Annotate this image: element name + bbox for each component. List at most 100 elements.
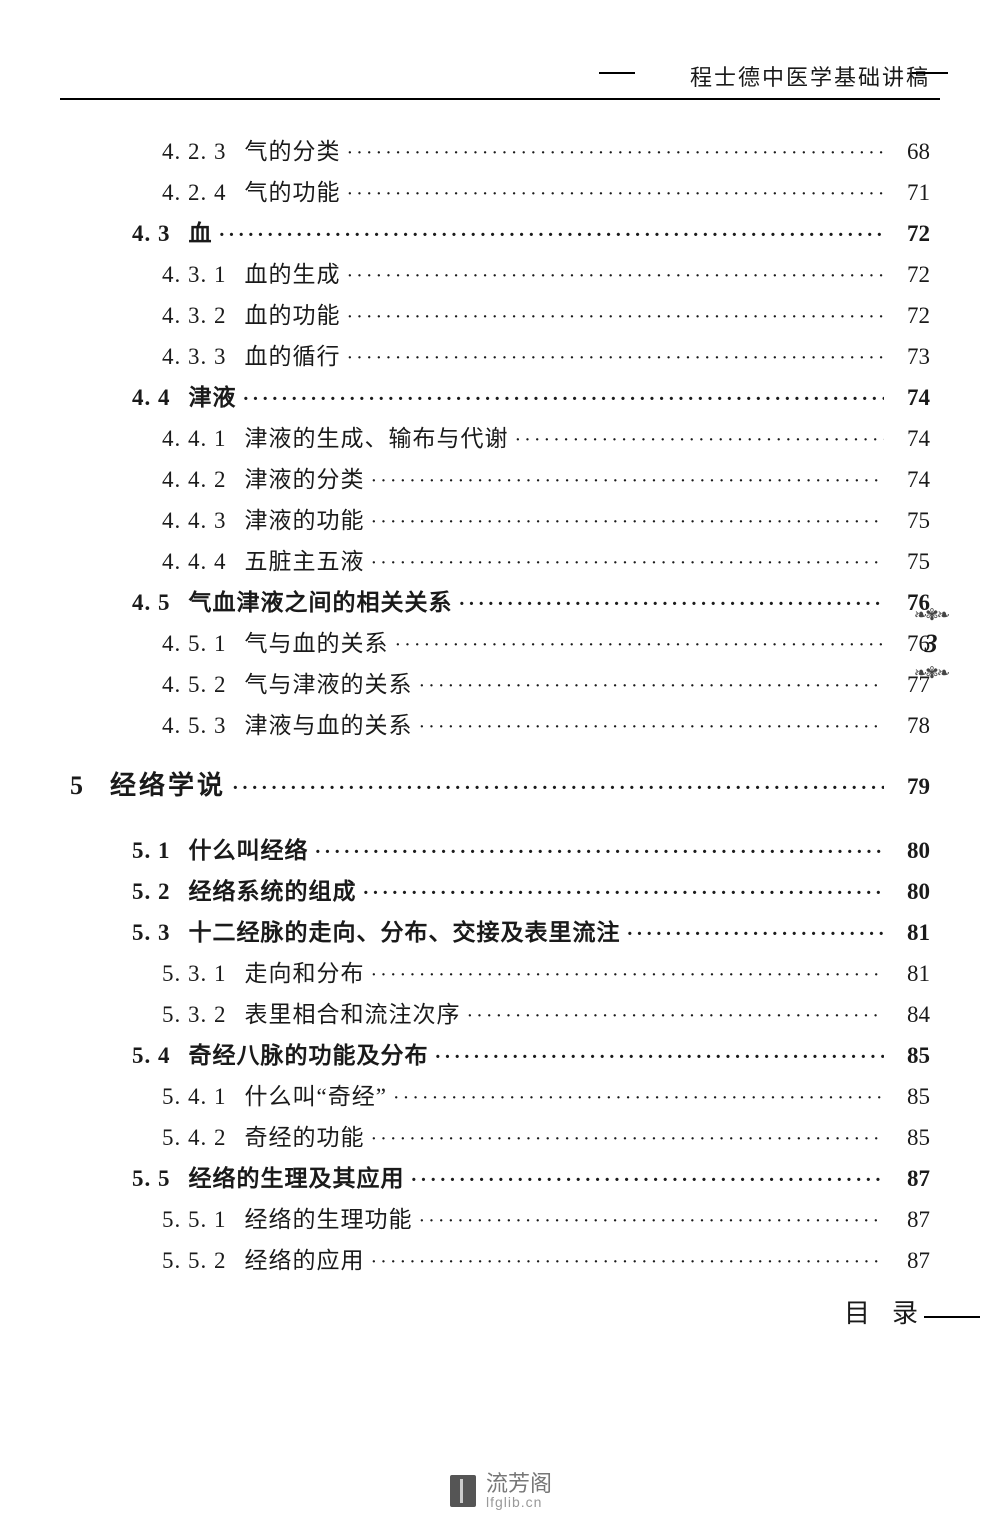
toc-page: 72 [890,304,930,327]
toc-leader [347,266,885,286]
toc-leader [232,778,884,798]
toc-number: 5. 5. 1 [162,1208,227,1231]
toc-page: 78 [890,714,930,737]
watermark-en: lfglib.cn [486,1495,552,1509]
toc-page: 80 [890,839,930,862]
toc-title: 走向和分布 [245,962,365,985]
toc-leader [243,389,885,409]
toc-leader [419,717,885,737]
toc-leader [371,1252,885,1272]
toc-title: 血的生成 [245,263,341,286]
toc-title: 津液的生成、输布与代谢 [245,427,509,450]
toc-leader [459,594,885,614]
header-title: 程士德中医学基础讲稿 [690,65,930,90]
toc-leader [515,430,885,450]
ornament-top: ❧✾❧ [908,605,954,625]
toc-leader [419,1211,885,1231]
toc-leader [315,842,885,862]
toc-number: 4. 3. 2 [162,304,227,327]
toc-number: 4. 4. 1 [162,427,227,450]
toc-leader [627,924,885,944]
toc-leader [419,676,885,696]
toc-title: 血的循行 [245,345,341,368]
toc-page: 75 [890,509,930,532]
toc-page: 81 [890,962,930,985]
toc-leader [411,1170,885,1190]
toc-title: 气与津液的关系 [245,673,413,696]
toc-entry: 5. 4奇经八脉的功能及分布85 [70,1044,930,1067]
toc-number: 4. 4. 2 [162,468,227,491]
toc-entry: 4. 4津液74 [70,386,930,409]
toc-leader [371,471,885,491]
toc-page: 73 [890,345,930,368]
toc-title: 经络的生理及其应用 [189,1167,405,1190]
toc-title: 气与血的关系 [245,632,389,655]
toc-page: 80 [890,880,930,903]
toc-entry: 4. 4. 3津液的功能75 [70,509,930,532]
toc-number: 4. 5. 2 [162,673,227,696]
toc-page: 71 [890,181,930,204]
toc-title: 气的分类 [245,140,341,163]
toc-entry: 4. 5. 1气与血的关系76 [70,632,930,655]
footer-section-label: 目录 [844,1293,940,1330]
toc-number: 5. 4. 2 [162,1126,227,1149]
toc-title: 什么叫经络 [189,839,309,862]
toc-number: 4. 2. 3 [162,140,227,163]
toc-page: 74 [890,386,930,409]
page-container: 程士德中医学基础讲稿 4. 2. 3 气的分类 68 4. 2. 4 气的功能 71 4. … [60,60,940,1440]
toc-title: 经络系统的组成 [189,880,357,903]
toc-page: 72 [890,222,930,245]
toc-number: 4. 4. 4 [162,550,227,573]
toc-number: 5. 4 [132,1044,171,1067]
watermark-text: 流芳阁 lfglib.cn [486,1473,552,1509]
toc-leader [347,348,885,368]
toc-title: 津液与血的关系 [245,714,413,737]
toc-entry: 4. 3. 2 血的功能 72 [70,304,930,327]
toc-page: 87 [890,1167,930,1190]
toc-page: 68 [890,140,930,163]
toc-leader [371,553,885,573]
toc-number: 5. 4. 1 [162,1085,227,1108]
toc-page: 85 [890,1044,930,1067]
toc-page: 85 [890,1126,930,1149]
toc-number: 5. 1 [132,839,171,862]
toc-entry: 5. 2 经络系统的组成 80 [70,880,930,903]
toc-title: 五脏主五液 [245,550,365,573]
toc-entry: 5. 4. 1什么叫“奇经”85 [70,1085,930,1108]
toc-entry: 4. 5. 2气与津液的关系77 [70,673,930,696]
toc-title: 津液的分类 [245,468,365,491]
toc-number: 4. 5. 1 [162,632,227,655]
toc-entry: 4. 4. 1 津液的生成、输布与代谢 74 [70,427,930,450]
toc-entry: 4. 3. 3 血的循行 73 [70,345,930,368]
toc-title: 奇经的功能 [245,1126,365,1149]
toc-leader [347,184,885,204]
toc-number: 5. 3 [132,921,171,944]
toc-entry: 4. 3血72 [70,222,930,245]
toc-leader [435,1047,885,1067]
toc-number: 5. 2 [132,880,171,903]
page-number: 3 [908,625,954,663]
toc-number: 4. 3. 3 [162,345,227,368]
toc-page: 84 [890,1003,930,1026]
toc-number: 5. 5. 2 [162,1249,227,1272]
toc-number: 4. 3. 1 [162,263,227,286]
toc-number: 4. 2. 4 [162,181,227,204]
toc-page: 75 [890,550,930,573]
toc-number: 5. 3. 2 [162,1003,227,1026]
toc-page: 74 [890,427,930,450]
toc-leader [371,512,885,532]
toc-number: 5. 3. 1 [162,962,227,985]
toc-leader [467,1006,885,1026]
toc-title: 津液 [189,386,237,409]
toc-page: 79 [890,775,930,798]
toc-title: 气的功能 [245,181,341,204]
toc-page: 87 [890,1249,930,1272]
toc-leader [363,883,885,903]
toc-page: 81 [890,921,930,944]
toc-number: 5. 5 [132,1167,171,1190]
toc-leader [395,635,885,655]
toc-title: 血 [189,222,213,245]
toc-title: 经络的生理功能 [245,1208,413,1231]
toc-title: 血的功能 [245,304,341,327]
toc-entry: 5. 5. 1经络的生理功能87 [70,1208,930,1231]
